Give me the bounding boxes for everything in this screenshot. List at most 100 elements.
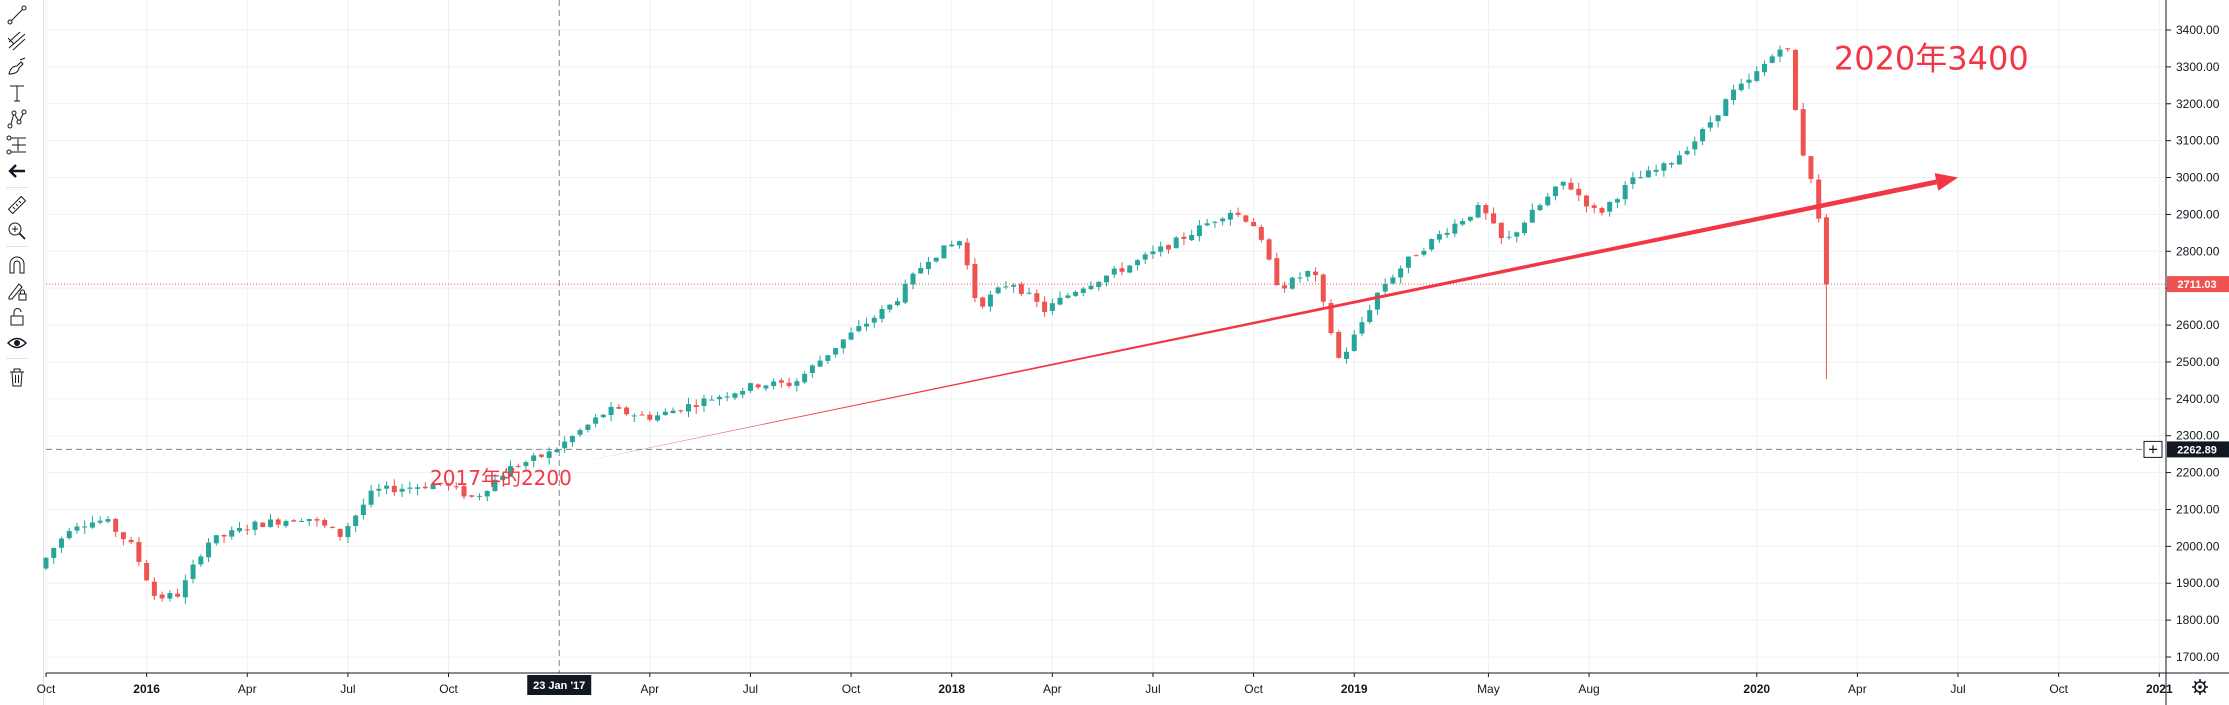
candle-up [267, 519, 273, 527]
candle-up [89, 522, 95, 528]
candle-down [1282, 285, 1288, 289]
lock-pencil-icon[interactable] [4, 278, 30, 304]
x-axis-ticks: Oct 2016 Apr Jul Oct Apr Jul Oct 2018 Apr Jul Oct 20… [37, 673, 2173, 696]
candle-up [1297, 277, 1303, 279]
candle-up [306, 518, 312, 522]
candle-up [353, 515, 359, 526]
x-tick-label: Jul [1950, 682, 1965, 696]
candle-down [322, 519, 328, 526]
candle-up [902, 283, 908, 303]
trend-arrow-head [1934, 173, 1959, 191]
candle-up [987, 294, 993, 307]
candle-down [260, 522, 266, 528]
candle-up [484, 490, 490, 497]
crosshair-price-box [2167, 441, 2229, 458]
candle-up [631, 415, 637, 417]
last-price-box [2167, 276, 2229, 293]
candle-up [546, 451, 552, 458]
trend-line-icon[interactable] [4, 2, 30, 28]
candle-up [1196, 225, 1202, 237]
candle-down [1816, 179, 1822, 219]
y-tick-label: 2000.00 [2176, 539, 2220, 553]
candle-up [1220, 218, 1226, 222]
ruler-icon[interactable] [4, 192, 30, 218]
candle-up [1057, 297, 1063, 305]
candle-up [1049, 303, 1055, 311]
candle-down [616, 407, 622, 409]
candle-up [1715, 115, 1721, 122]
candle-up [198, 556, 204, 565]
crosshair-price-label: 2262.89 [2177, 444, 2217, 456]
candle-down [693, 405, 699, 408]
candle-up [1552, 186, 1558, 197]
candle-up [1343, 351, 1349, 359]
magnet-icon[interactable] [4, 252, 30, 278]
candle-up [817, 360, 823, 367]
candle-down [1336, 331, 1342, 358]
candle-up [1011, 285, 1017, 287]
candle-up [531, 455, 537, 461]
candle-up [1398, 268, 1404, 278]
candle-down [1800, 109, 1806, 156]
candle-up [1754, 71, 1760, 81]
candle-up [802, 373, 808, 383]
candle-up [283, 521, 289, 526]
candle-up [608, 406, 614, 416]
candle-up [933, 257, 939, 262]
x-tick-label: Apr [640, 682, 659, 696]
candle-up [430, 484, 436, 490]
y-tick-label: 1700.00 [2176, 650, 2220, 664]
candle-down [1313, 271, 1319, 276]
measure-range-icon[interactable] [4, 132, 30, 158]
fib-icon[interactable] [4, 28, 30, 54]
candle-up [1506, 236, 1512, 238]
candle-up [1622, 185, 1628, 200]
candle-up [956, 241, 962, 246]
candle-down [469, 495, 475, 497]
candle-up [848, 332, 854, 340]
candle-up [1653, 169, 1659, 172]
candle-down [1243, 215, 1249, 222]
candle-up [507, 466, 513, 477]
candle-up [771, 381, 777, 387]
x-tick-label: 2016 [133, 682, 160, 696]
candle-up [833, 348, 839, 355]
candle-up [1289, 277, 1295, 289]
candle-up [562, 441, 568, 449]
candle-up [1467, 216, 1473, 221]
zoom-in-icon[interactable] [4, 218, 30, 244]
eye-icon[interactable] [4, 330, 30, 356]
candle-up [415, 487, 421, 489]
candle-down [778, 380, 784, 383]
candle-up [206, 542, 212, 558]
text-icon[interactable] [4, 80, 30, 106]
brush-icon[interactable] [4, 54, 30, 80]
y-tick-label: 3200.00 [2176, 97, 2220, 111]
candle-up [763, 385, 769, 389]
candle-up [1692, 141, 1698, 150]
back-arrow-icon[interactable] [4, 158, 30, 184]
candle-up [58, 538, 64, 548]
candle-down [144, 562, 150, 581]
candle-up [910, 273, 916, 285]
y-tick-label: 2600.00 [2176, 318, 2220, 332]
candle-up [1723, 99, 1729, 116]
y-tick-label: 3100.00 [2176, 134, 2220, 148]
candle-up [1421, 250, 1427, 255]
pattern-icon[interactable] [4, 106, 30, 132]
candle-up [1142, 254, 1148, 260]
candle-down [755, 384, 761, 388]
y-tick-label: 2300.00 [2176, 429, 2220, 443]
lock-icon[interactable] [4, 304, 30, 330]
candle-up [1514, 232, 1520, 237]
candle-up [709, 399, 715, 401]
x-tick-label: 2019 [1341, 682, 1368, 696]
candle-up [918, 268, 924, 274]
candle-down [1274, 258, 1280, 286]
candle-up [1065, 295, 1071, 298]
candle-up [825, 355, 831, 361]
x-tick-label: Oct [37, 682, 56, 696]
settings-gear-icon[interactable] [2192, 679, 2208, 695]
trash-icon[interactable] [4, 364, 30, 390]
